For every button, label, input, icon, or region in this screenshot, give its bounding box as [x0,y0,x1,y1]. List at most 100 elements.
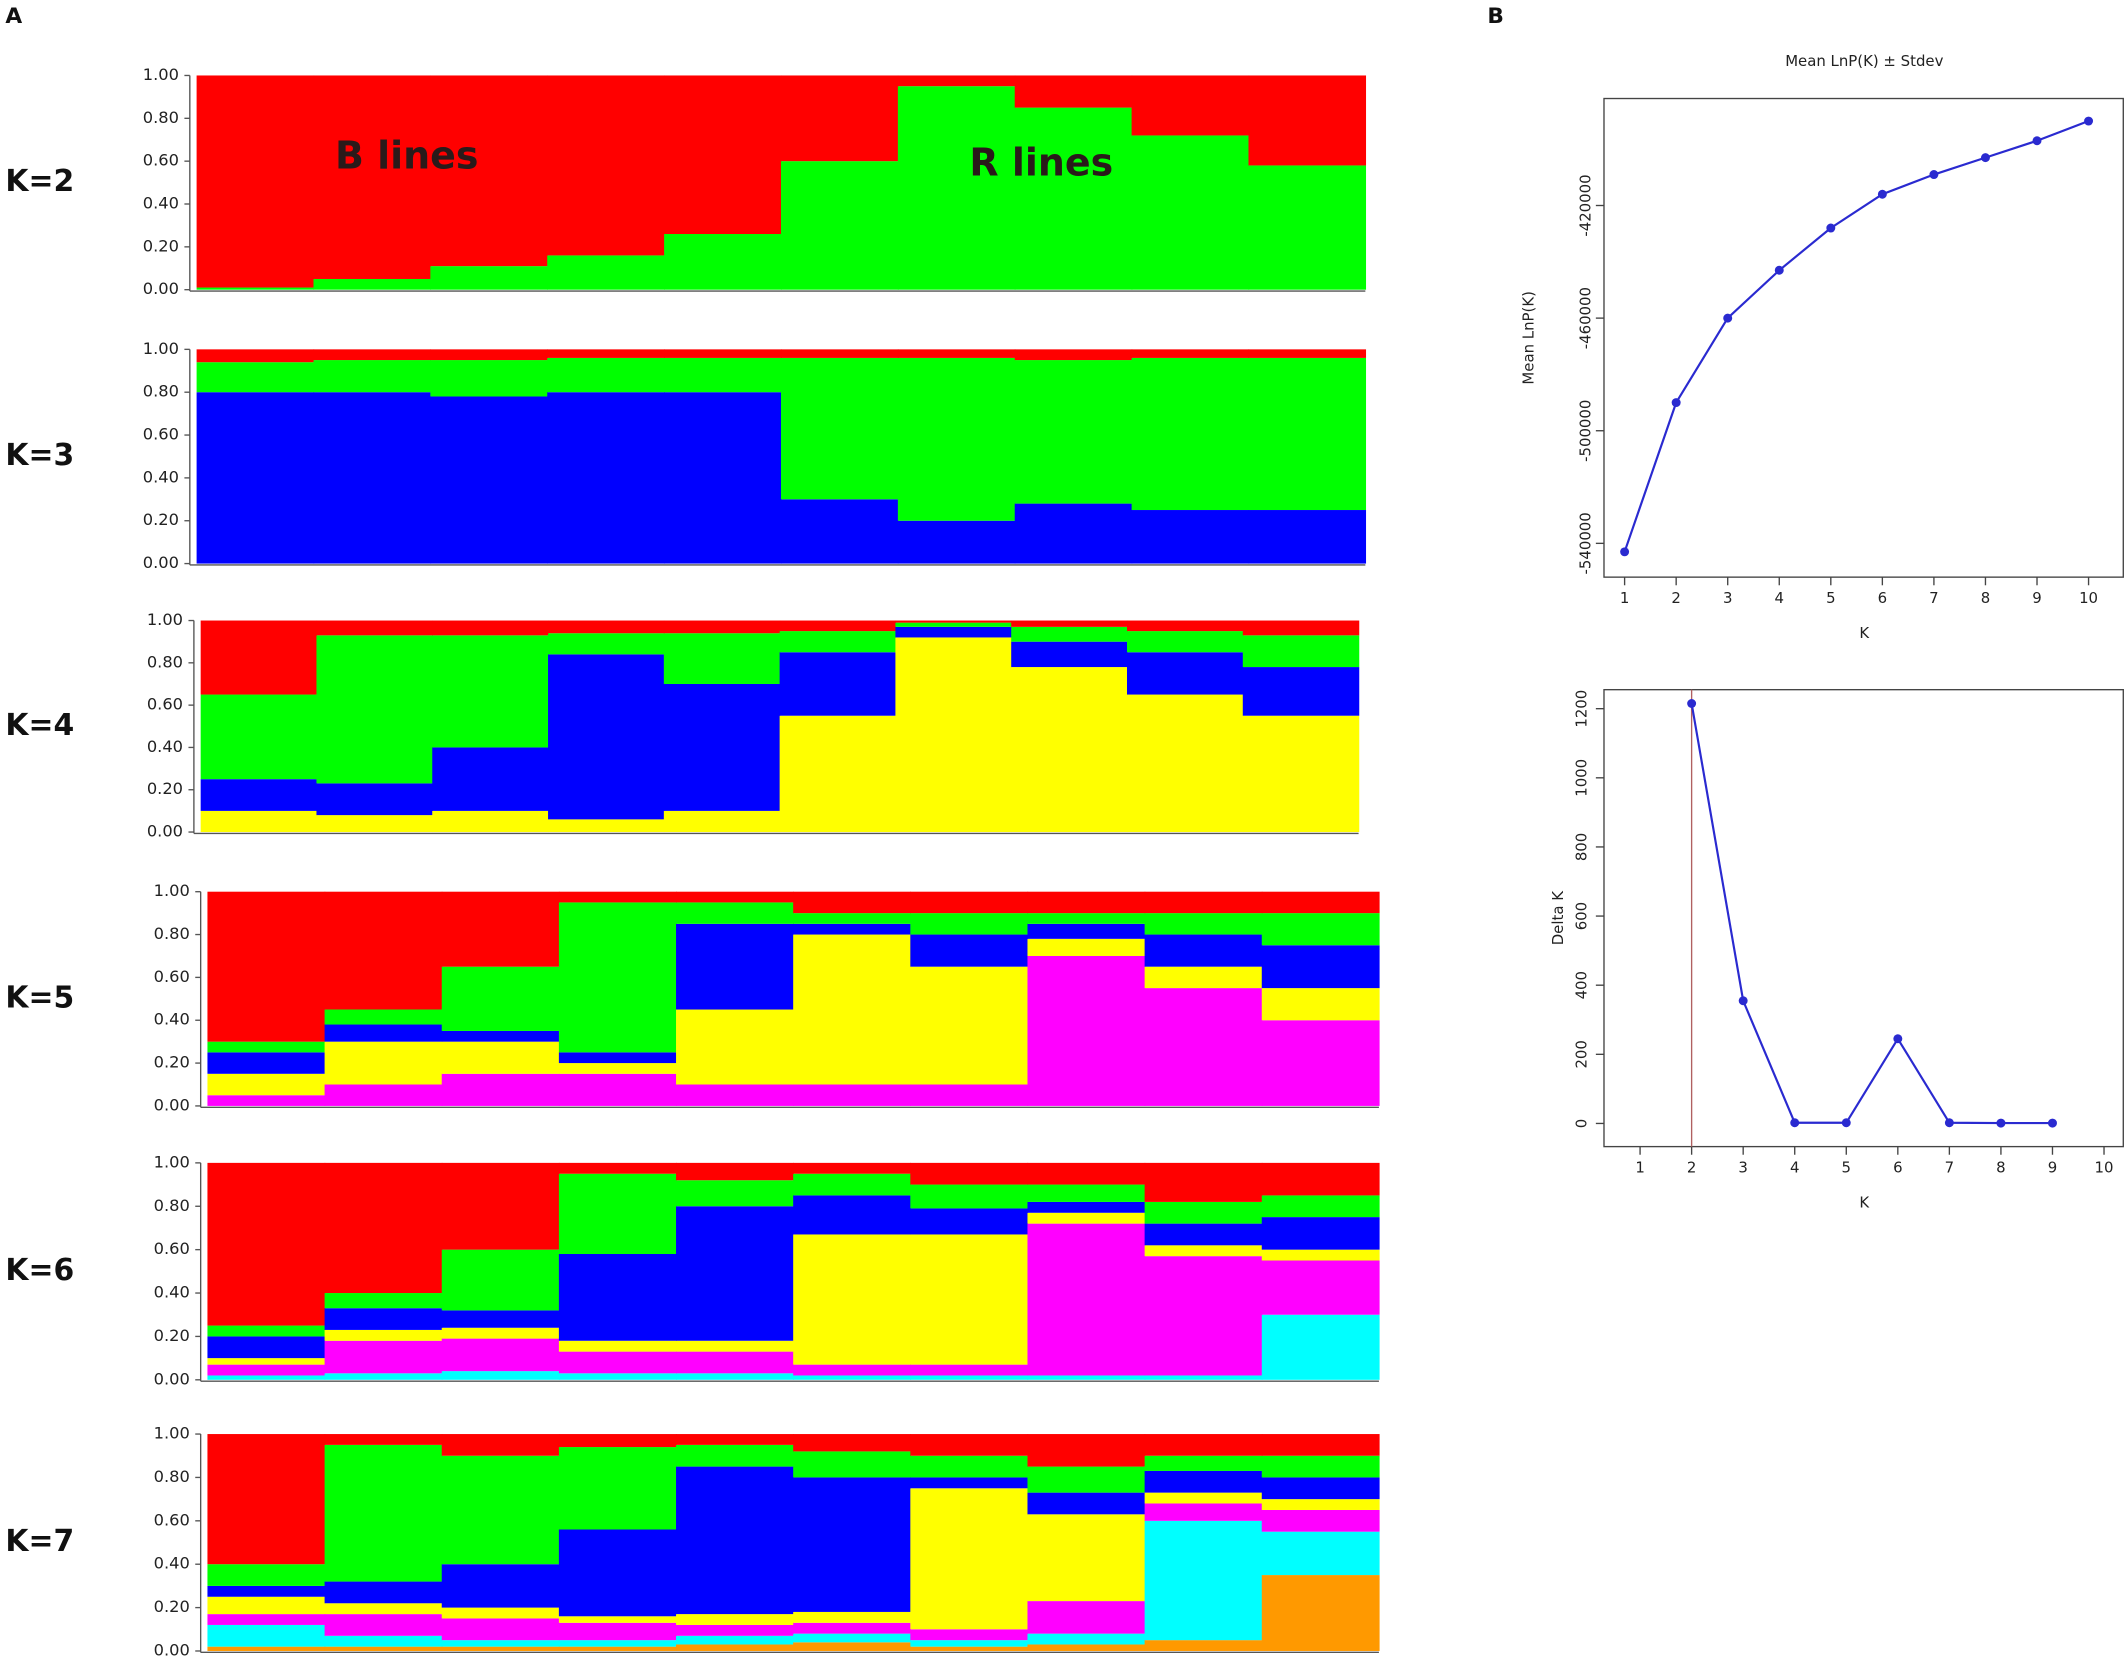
membership-bar [1027,938,1146,956]
membership-bar [1027,1212,1146,1224]
membership-bar [1261,1195,1380,1218]
membership-bar [548,620,665,634]
membership-bar [1248,510,1367,564]
y-tick-label: 0.20 [154,1326,190,1345]
membership-bar [441,1327,560,1339]
membership-bar [793,1234,912,1365]
membership-bar [313,349,432,361]
membership-bar [1126,620,1244,632]
membership-bar [1248,75,1367,166]
y-tick-label: 0.00 [154,1640,190,1659]
membership-bar [1261,1249,1380,1261]
membership-bar [897,349,1016,358]
membership-bar [1131,510,1250,564]
membership-bar [1027,1633,1146,1645]
membership-bar [1261,1217,1380,1250]
data-point [1671,398,1681,408]
membership-bar [895,620,1012,623]
membership-bar [910,1646,1029,1651]
membership-bar [1144,966,1263,989]
membership-bar [558,1351,677,1374]
membership-bar [547,392,665,564]
membership-bar [313,360,432,393]
membership-bar [1014,503,1133,564]
membership-bar [1261,1455,1380,1478]
data-point [1723,313,1733,323]
y-tick-label: 200 [1572,1040,1590,1068]
membership-bar [1144,913,1263,935]
membership-bar [664,349,782,358]
membership-bar [430,266,548,290]
data-point [2047,1118,2057,1128]
membership-bar [793,1162,912,1174]
membership-bar [1014,360,1133,504]
membership-bar [324,1293,443,1309]
membership-bar [324,1444,443,1582]
data-point [2084,116,2094,126]
membership-bar [441,1371,560,1380]
x-tick-label: 10 [2095,1158,2114,1176]
y-tick-label: 0.60 [143,425,179,444]
membership-bar [558,1253,677,1341]
membership-bar [1261,1434,1380,1456]
membership-bar [1242,715,1360,833]
panel-letter: A [5,4,22,29]
membership-bar [676,1084,794,1106]
membership-bar [558,1646,677,1651]
membership-bar [441,1640,560,1647]
membership-bar [663,683,781,811]
y-tick-label: 0.80 [147,652,183,671]
membership-bar [324,1373,443,1380]
membership-bar [441,966,560,1031]
membership-bar [1011,626,1128,642]
membership-bar [196,349,315,363]
membership-bar [207,1375,326,1380]
membership-bar [558,1073,677,1106]
membership-bar [1248,165,1367,290]
membership-bar [196,392,315,564]
y-tick-label: 0.20 [143,510,179,529]
membership-bar [910,913,1029,935]
data-point [1620,547,1630,557]
membership-bar [324,1581,443,1604]
membership-bar [200,694,318,780]
membership-bar [432,747,549,811]
membership-bar [1261,913,1380,946]
membership-bar [441,1564,560,1608]
membership-bar [1027,1223,1146,1376]
membership-bar [1027,1492,1146,1515]
membership-bar [676,1635,794,1645]
membership-bar [558,1434,677,1448]
y-tick-label: 0.80 [143,108,179,127]
x-tick-label: 10 [2079,589,2098,607]
y-tick-label: 1000 [1572,759,1590,797]
membership-bar [196,287,315,290]
membership-bar [207,1325,326,1337]
k-label: K=2 [5,164,74,199]
y-tick-label: 0.00 [143,553,179,572]
membership-bar [1144,1162,1263,1202]
membership-bar [910,934,1029,967]
membership-bar [910,1629,1029,1641]
x-tick-label: 9 [2048,1158,2057,1176]
membership-bar [780,357,899,500]
membership-bar [780,499,899,564]
membership-bar [324,1340,443,1374]
membership-bar [1261,1020,1380,1106]
series-line [1690,703,2053,1125]
y-tick-label: -420000 [1576,174,1594,236]
membership-bar [793,1084,912,1106]
membership-bar [1014,75,1133,108]
membership-bar [895,622,1012,627]
membership-bar [793,1642,912,1651]
membership-bar [910,1488,1029,1630]
membership-bar [1027,1644,1146,1651]
data-point [1774,265,1784,275]
membership-bar [441,1618,560,1641]
data-point [1790,1118,1800,1128]
membership-bar [324,1603,443,1615]
membership-bar [676,891,794,903]
k-label: K=7 [5,1524,74,1559]
membership-bar [432,635,549,748]
membership-bar [1027,1201,1146,1213]
